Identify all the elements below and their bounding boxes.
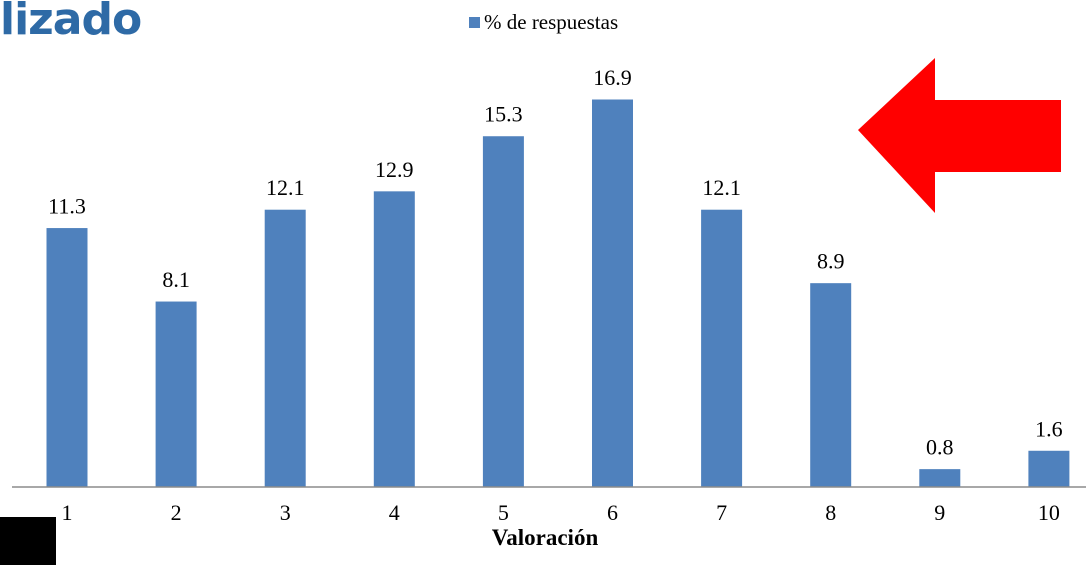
x-tick-label-6: 6 bbox=[607, 500, 618, 525]
legend-label: % de respuestas bbox=[484, 10, 619, 34]
bar-9 bbox=[918, 468, 962, 488]
bars-layer bbox=[45, 98, 1071, 488]
x-tick-label-5: 5 bbox=[498, 500, 509, 525]
labels-layer: 11.3 1 8.1 2 12.1 3 12.9 4 15.3 5 16.9 6 12.1 7 8.9 8 0.… bbox=[48, 65, 1062, 525]
x-tick-label-8: 8 bbox=[825, 500, 836, 525]
bar-6 bbox=[591, 98, 634, 488]
bar-2 bbox=[154, 300, 198, 488]
bar-4 bbox=[372, 190, 416, 488]
slide-title-fragment: lizado bbox=[0, 0, 142, 45]
data-label-6: 16.9 bbox=[593, 65, 632, 90]
x-axis-title: Valoración bbox=[491, 525, 599, 550]
bar-1 bbox=[45, 227, 89, 488]
bar-3 bbox=[263, 208, 307, 488]
data-label-9: 0.8 bbox=[926, 435, 954, 460]
data-label-5: 15.3 bbox=[484, 102, 523, 127]
x-tick-label-4: 4 bbox=[389, 500, 400, 525]
data-label-1: 11.3 bbox=[48, 194, 86, 219]
bar-8 bbox=[809, 282, 853, 488]
x-tick-label-2: 2 bbox=[171, 500, 182, 525]
legend-swatch bbox=[469, 17, 480, 28]
bar-10 bbox=[1027, 449, 1071, 488]
data-label-4: 12.9 bbox=[375, 157, 414, 182]
chart-legend: % de respuestas bbox=[469, 10, 618, 35]
data-label-2: 8.1 bbox=[162, 267, 190, 292]
black-box bbox=[0, 517, 56, 565]
x-tick-label-7: 7 bbox=[716, 500, 727, 525]
bar-7 bbox=[700, 208, 744, 488]
bar-5 bbox=[481, 135, 525, 488]
data-label-3: 12.1 bbox=[266, 175, 305, 200]
x-tick-label-9: 9 bbox=[934, 500, 945, 525]
x-tick-label-10: 10 bbox=[1038, 500, 1060, 525]
data-label-8: 8.9 bbox=[817, 249, 845, 274]
data-label-10: 1.6 bbox=[1035, 416, 1063, 441]
red-arrow-icon bbox=[858, 58, 1061, 213]
data-label-7: 12.1 bbox=[702, 175, 741, 200]
x-tick-label-1: 1 bbox=[62, 500, 73, 525]
x-tick-label-3: 3 bbox=[280, 500, 291, 525]
